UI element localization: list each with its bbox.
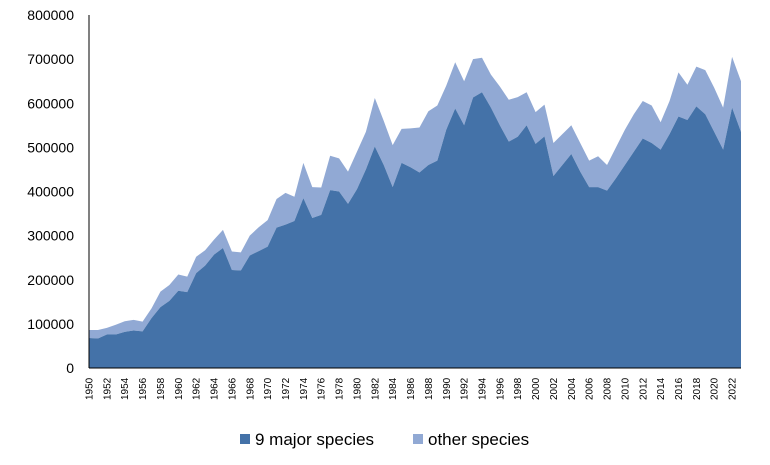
x-tick-label: 1982 — [370, 377, 381, 400]
x-tick-label: 2018 — [692, 377, 703, 400]
x-tick-label: 1958 — [156, 377, 167, 400]
x-tick-label: 1988 — [424, 377, 435, 400]
x-tick-label: 2012 — [638, 377, 649, 400]
x-tick-label: 1964 — [210, 377, 221, 400]
x-tick-label: 2008 — [603, 377, 614, 400]
area-series-9-major-species — [89, 92, 741, 368]
x-tick-label: 2016 — [674, 377, 685, 400]
x-tick-label: 2010 — [620, 377, 631, 400]
x-tick-label: 1980 — [352, 377, 363, 400]
plot-area — [89, 56, 741, 368]
x-tick-label: 1968 — [245, 377, 256, 400]
y-axis-ticks: 0 100000 200000 300000 400000 500000 600000 700… — [27, 7, 74, 376]
area-series-other-species — [89, 56, 741, 339]
y-tick-label: 100000 — [27, 316, 74, 332]
x-tick-label: 1978 — [335, 377, 346, 400]
y-tick-label: 300000 — [27, 228, 74, 244]
legend-swatch-9-major-species — [240, 434, 250, 444]
x-tick-label: 1962 — [192, 377, 203, 400]
x-tick-label: 1966 — [227, 377, 238, 400]
x-tick-label: 1984 — [388, 377, 399, 400]
x-tick-label: 2002 — [549, 377, 560, 400]
x-axis-ticks: 1950 1952 1954 1956 1958 1960 1962 1964 1966 1968… — [85, 377, 739, 400]
x-tick-label: 1960 — [174, 377, 185, 400]
x-tick-label: 1986 — [406, 377, 417, 400]
y-tick-label: 700000 — [27, 51, 74, 67]
x-tick-label: 2000 — [531, 377, 542, 400]
x-tick-label: 1994 — [477, 377, 488, 400]
y-tick-label: 400000 — [27, 184, 74, 200]
axes — [88, 15, 741, 369]
x-tick-label: 1974 — [299, 377, 310, 400]
legend-label-9-major-species: 9 major species — [255, 430, 374, 449]
x-tick-label: 1952 — [102, 377, 113, 400]
y-tick-label: 600000 — [27, 95, 74, 111]
legend-label-other-species: other species — [428, 430, 529, 449]
y-tick-label: 800000 — [27, 7, 74, 23]
x-tick-label: 1998 — [513, 377, 524, 400]
y-tick-label: 0 — [66, 360, 74, 376]
x-tick-label: 1992 — [460, 377, 471, 400]
x-tick-label: 1976 — [317, 377, 328, 400]
x-tick-label: 1972 — [281, 377, 292, 400]
x-tick-label: 1956 — [138, 377, 149, 400]
x-tick-label: 1990 — [442, 377, 453, 400]
x-tick-label: 1970 — [263, 377, 274, 400]
x-tick-label: 2022 — [728, 377, 739, 400]
x-tick-label: 1996 — [495, 377, 506, 400]
legend: 9 major species other species — [240, 430, 529, 449]
y-tick-label: 200000 — [27, 272, 74, 288]
x-tick-label: 2014 — [656, 377, 667, 400]
x-tick-label: 1950 — [85, 377, 96, 400]
x-tick-label: 2004 — [567, 377, 578, 400]
legend-swatch-other-species — [413, 434, 423, 444]
x-tick-label: 2020 — [710, 377, 721, 400]
y-tick-label: 500000 — [27, 139, 74, 155]
x-tick-label: 2006 — [585, 377, 596, 400]
x-tick-label: 1954 — [120, 377, 131, 400]
